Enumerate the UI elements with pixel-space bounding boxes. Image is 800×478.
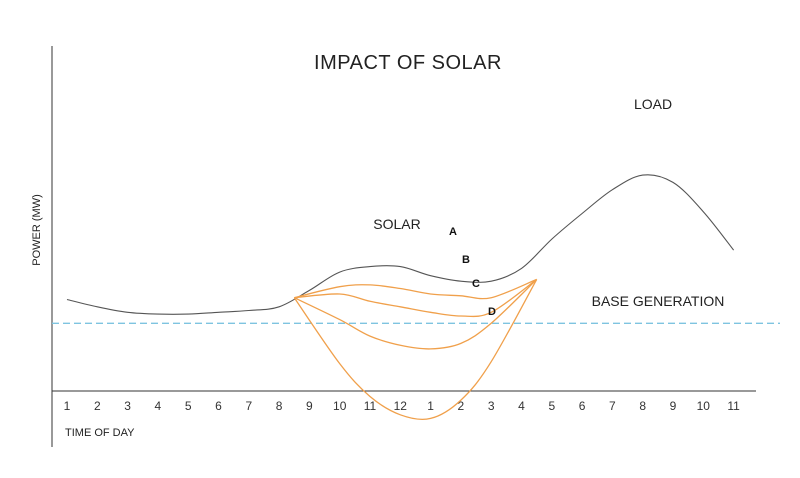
x-tick-label: 2 (94, 399, 101, 413)
chart-title: IMPACT OF SOLAR (314, 52, 502, 74)
series-lines (66, 174, 735, 421)
x-tick-label: 9 (670, 399, 677, 413)
x-tick-label: 3 (124, 399, 131, 413)
x-tick-label: 4 (155, 399, 162, 413)
scenario-d-label: D (488, 306, 496, 318)
x-tick-labels: 1 2 3 4 5 6 7 8 9 10 11 12 1 2 3 4 5 6 7 8 9 10 11 (64, 399, 740, 413)
x-tick-label: 11 (364, 399, 377, 413)
x-tick-label: 7 (245, 399, 252, 413)
x-tick-label: 5 (548, 399, 555, 413)
solar-label: SOLAR (373, 216, 420, 232)
x-tick-label: 9 (306, 399, 313, 413)
scenario-b-label: B (462, 254, 470, 266)
x-tick-label: 2 (458, 399, 465, 413)
x-tick-label: 8 (276, 399, 283, 413)
load-label: LOAD (634, 96, 672, 112)
solar-curve-a (294, 278, 537, 300)
scenario-c-label: C (472, 278, 480, 290)
x-tick-label: 10 (697, 399, 711, 413)
x-tick-label: 3 (488, 399, 495, 413)
solar-curve-d (293, 279, 538, 421)
solar-curve-c (294, 278, 538, 350)
x-axis-label: TIME OF DAY (65, 427, 135, 439)
x-tick-label: 5 (185, 399, 192, 413)
x-tick-label: 12 (394, 399, 408, 413)
base-generation-label: BASE GENERATION (592, 293, 725, 309)
x-tick-label: 4 (518, 399, 525, 413)
x-tick-label: 7 (609, 399, 616, 413)
x-tick-label: 1 (427, 399, 434, 413)
x-tick-label: 8 (639, 399, 646, 413)
x-tick-label: 1 (64, 399, 71, 413)
scenario-a-label: A (449, 226, 457, 238)
x-tick-label: 11 (727, 399, 740, 413)
x-tick-label: 6 (579, 399, 586, 413)
y-axis-label: POWER (MW) (31, 194, 43, 265)
solar-curve-b (294, 278, 538, 318)
x-tick-label: 6 (215, 399, 222, 413)
load-curve (66, 174, 735, 315)
x-tick-label: 10 (333, 399, 347, 413)
